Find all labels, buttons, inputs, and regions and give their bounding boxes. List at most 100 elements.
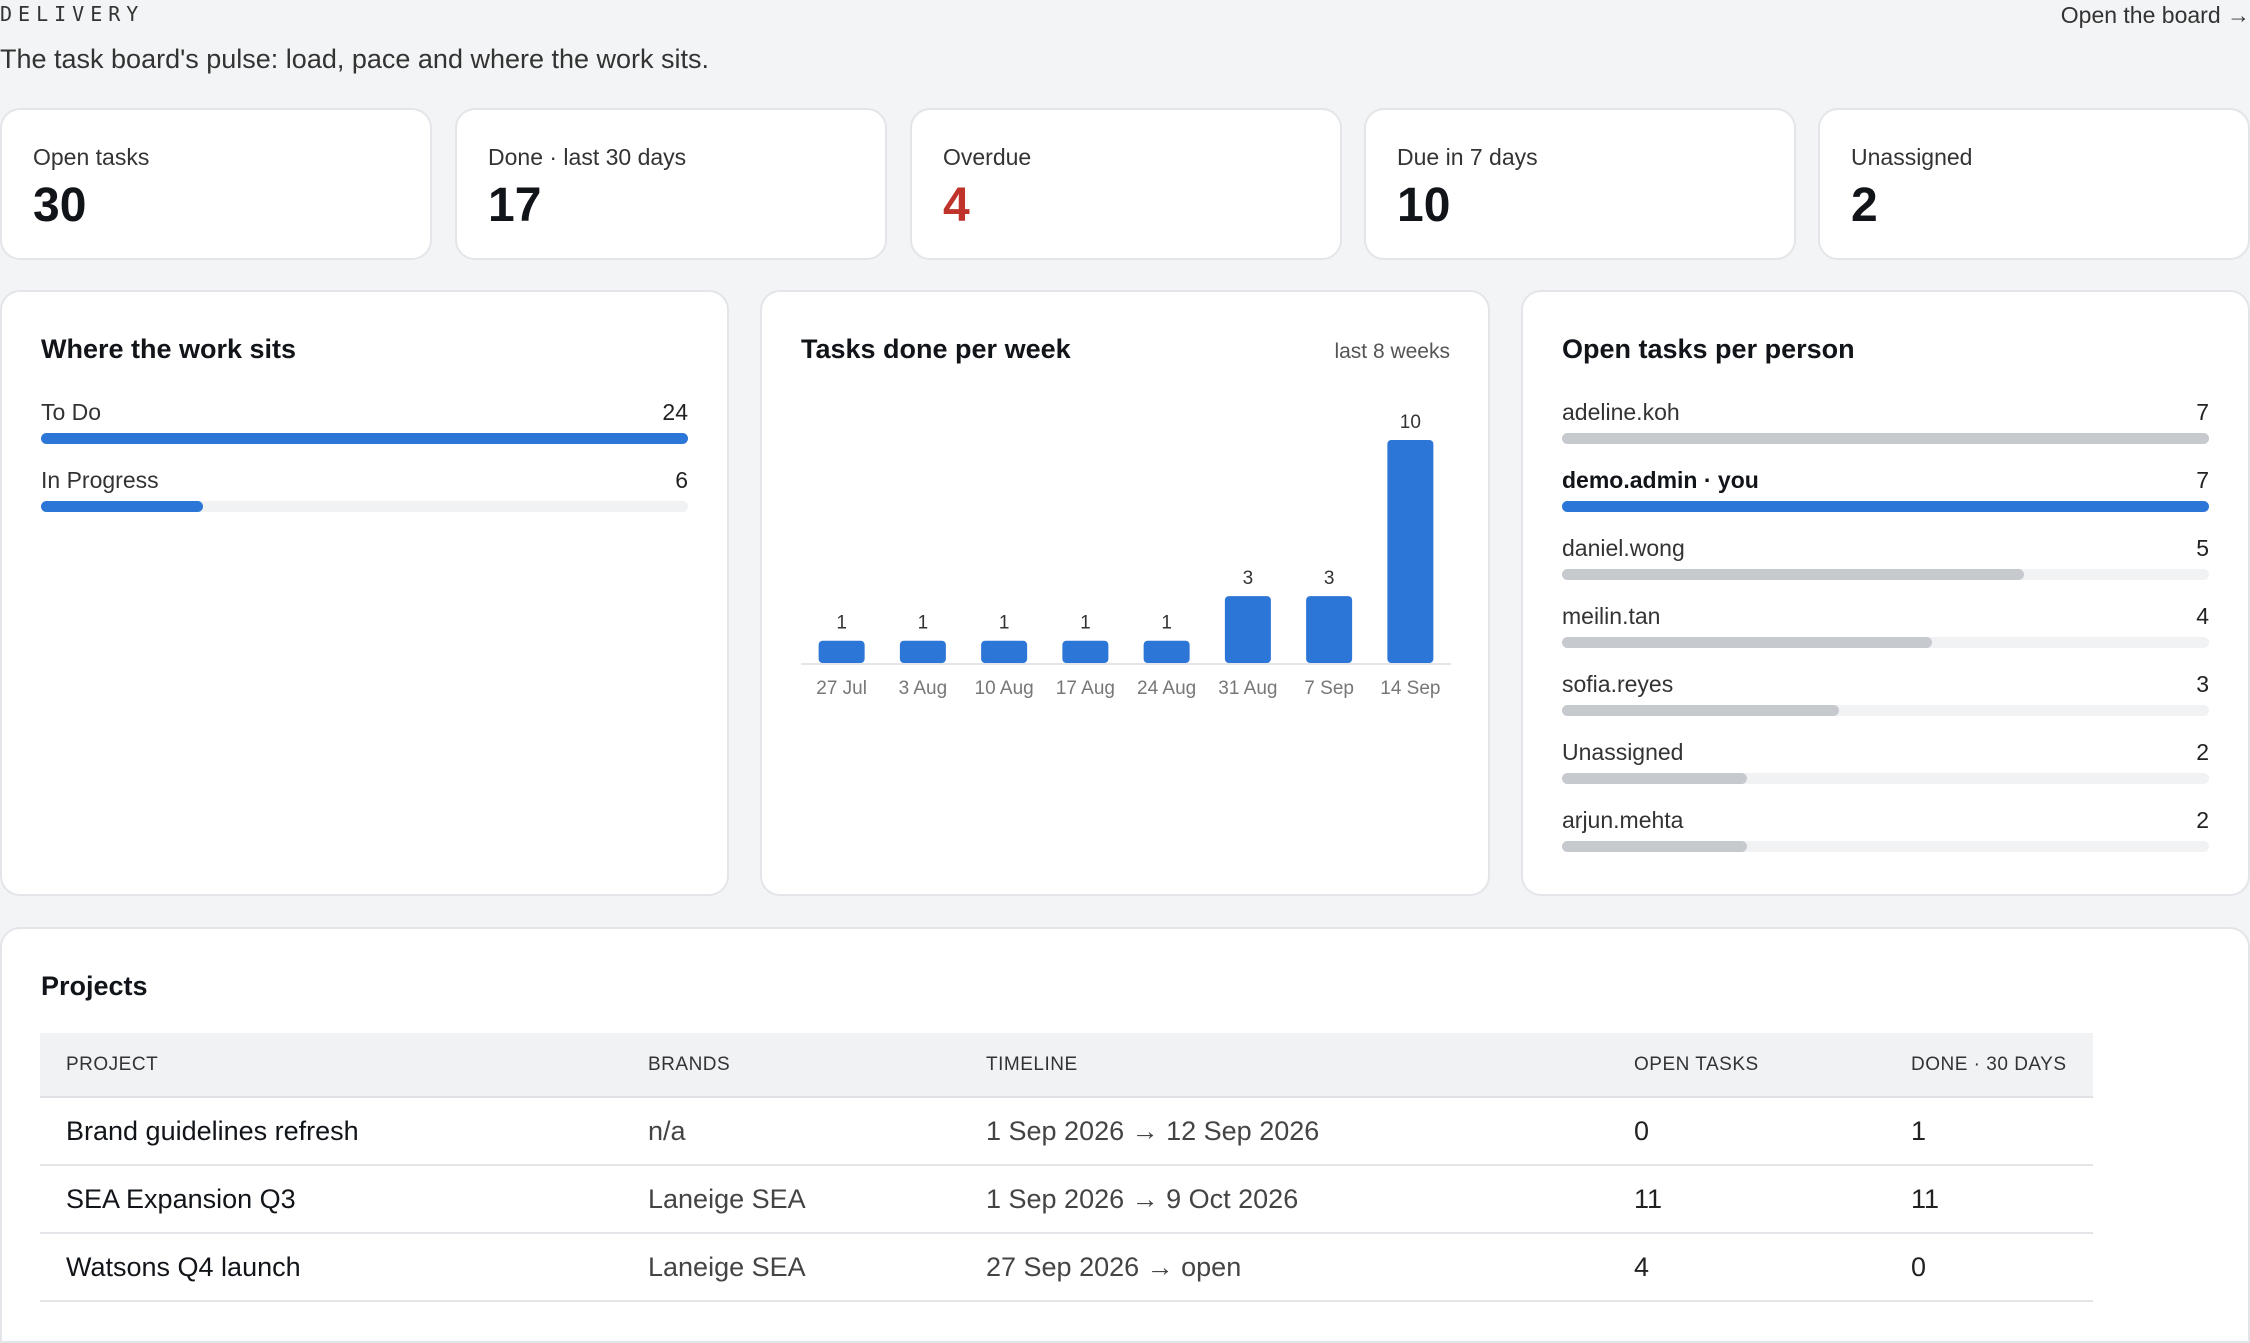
- bar-row-value: 3: [2196, 671, 2209, 697]
- stat-value: 10: [1397, 179, 1451, 232]
- bar-row-value: 7: [2196, 399, 2209, 425]
- project-brands: Laneige SEA: [622, 1165, 960, 1234]
- column-header-done-30-days[interactable]: DONE · 30 DAYS: [1885, 1033, 2093, 1098]
- table-header-row: PROJECT BRANDS TIMELINE OPEN TASKS DONE …: [40, 1033, 2093, 1098]
- chart-value-label: 1: [999, 613, 1010, 634]
- bar-row: demo.admin · you 7: [1562, 467, 2209, 527]
- bar-track: [1562, 433, 2209, 444]
- bar-row: meilin.tan 4: [1562, 603, 2209, 663]
- chart-bar[interactable]: [1387, 440, 1434, 663]
- bar-track: [1562, 841, 2209, 852]
- chart-value-label: 3: [1243, 568, 1254, 589]
- chart-value-label: 1: [1080, 613, 1091, 634]
- bar-row-value: 2: [2196, 739, 2209, 765]
- stat-value: 17: [488, 179, 542, 232]
- bar-row: sofia.reyes 3: [1562, 671, 2209, 731]
- project-done-30-days: 11: [1885, 1165, 2093, 1234]
- bar-row: daniel.wong 5: [1562, 535, 2209, 595]
- stat-value: 4: [943, 179, 970, 232]
- chart-value-label: 10: [1400, 412, 1421, 433]
- bar-row-label: meilin.tan: [1562, 603, 1661, 629]
- bar-row-label: In Progress: [41, 467, 159, 493]
- column-header-open-tasks[interactable]: OPEN TASKS: [1608, 1033, 1885, 1098]
- project-brands: n/a: [622, 1097, 960, 1166]
- stat-card-due-7-days: Due in 7 days 10: [1364, 108, 1796, 260]
- project-open-tasks: 0: [1608, 1097, 1885, 1166]
- project-done-30-days: 1: [1885, 1097, 2093, 1166]
- bar-track: [41, 501, 688, 512]
- chart-category-label: 3 Aug: [899, 678, 948, 699]
- period-note: last 8 weeks: [1334, 340, 1450, 363]
- panel-title: Tasks done per week: [801, 334, 1071, 364]
- bar-track: [1562, 705, 2209, 716]
- chart-bar[interactable]: [899, 640, 946, 663]
- column-header-brands[interactable]: BRANDS: [622, 1033, 960, 1098]
- table-row[interactable]: Watsons Q4 launch Laneige SEA 27 Sep 202…: [40, 1233, 2093, 1302]
- table-row[interactable]: Brand guidelines refresh n/a 1 Sep 2026 …: [40, 1097, 2093, 1166]
- bar-track: [41, 433, 688, 444]
- bar-row-label: sofia.reyes: [1562, 671, 1674, 697]
- project-timeline: 27 Sep 2026 → open: [960, 1233, 1608, 1302]
- stat-label: Unassigned: [1851, 144, 1973, 170]
- bar-track: [1562, 501, 2209, 512]
- chart-value-label: 1: [918, 613, 929, 634]
- tasks-done-bar-chart: 1 27 Jul 1 3 Aug 1 10 Aug 1 17 Aug 1 24 Aug 3 31 Au…: [801, 412, 1451, 699]
- open-board-link[interactable]: Open the board →: [2060, 2, 2250, 28]
- chart-category-label: 31 Aug: [1218, 678, 1277, 699]
- project-name[interactable]: Watsons Q4 launch: [40, 1233, 622, 1302]
- bar-row: arjun.mehta 2: [1562, 807, 2209, 867]
- stat-label: Overdue: [943, 144, 1032, 170]
- column-header-timeline[interactable]: TIMELINE: [960, 1033, 1608, 1098]
- chart-category-label: 7 Sep: [1304, 678, 1354, 699]
- table-row[interactable]: SEA Expansion Q3 Laneige SEA 1 Sep 2026 …: [40, 1165, 2093, 1234]
- chart-bar[interactable]: [1306, 596, 1353, 663]
- column-header-project[interactable]: PROJECT: [40, 1033, 622, 1098]
- chart-category-label: 14 Sep: [1380, 678, 1440, 699]
- bar-fill: [1562, 569, 2025, 580]
- bar-track: [1562, 637, 2209, 648]
- bar-row: adeline.koh 7: [1562, 399, 2209, 459]
- stat-card-unassigned: Unassigned 2: [1818, 108, 2250, 260]
- bar-row-label: demo.admin · you: [1562, 467, 1759, 493]
- bar-row-label: arjun.mehta: [1562, 807, 1684, 833]
- stat-card-done-30-days: Done · last 30 days 17: [455, 108, 887, 260]
- project-brands: Laneige SEA: [622, 1233, 960, 1302]
- bar-fill: [1562, 501, 2209, 512]
- bar-row-value: 2: [2196, 807, 2209, 833]
- bar-row-value: 4: [2196, 603, 2209, 629]
- bar-fill: [1562, 433, 2209, 444]
- projects-title: Projects: [41, 971, 148, 1001]
- bar-fill: [41, 501, 203, 512]
- project-name[interactable]: Brand guidelines refresh: [40, 1097, 622, 1166]
- chart-value-label: 1: [1161, 613, 1172, 634]
- chart-bar[interactable]: [1062, 640, 1109, 663]
- stat-card-overdue: Overdue 4: [910, 108, 1342, 260]
- bar-fill: [1562, 773, 1747, 784]
- bar-fill: [1562, 705, 1840, 716]
- projects-panel: Projects PROJECT BRANDS TIMELINE OPEN TA…: [0, 927, 2250, 1343]
- bar-row-value: 5: [2196, 535, 2209, 561]
- bar-fill: [1562, 637, 1932, 648]
- chart-bar[interactable]: [1224, 596, 1271, 663]
- chart-category-label: 24 Aug: [1137, 678, 1196, 699]
- chart-bar[interactable]: [818, 640, 865, 663]
- chart-category-label: 27 Jul: [816, 678, 867, 699]
- stat-label: Due in 7 days: [1397, 144, 1538, 170]
- bar-row-value: 6: [675, 467, 688, 493]
- stat-card-open-tasks: Open tasks 30: [0, 108, 432, 260]
- page-subtitle: The task board's pulse: load, pace and w…: [0, 44, 710, 74]
- stat-value: 2: [1851, 179, 1878, 232]
- project-timeline: 1 Sep 2026 → 9 Oct 2026: [960, 1165, 1608, 1234]
- chart-bar[interactable]: [1143, 640, 1190, 663]
- done-per-week-panel: Tasks done per week last 8 weeks 1 27 Jul…: [760, 290, 1490, 896]
- panel-title: Open tasks per person: [1562, 334, 1855, 364]
- project-open-tasks: 11: [1608, 1165, 1885, 1234]
- project-timeline: 1 Sep 2026 → 12 Sep 2026: [960, 1097, 1608, 1166]
- stat-label: Open tasks: [33, 144, 150, 170]
- chart-bar[interactable]: [981, 640, 1028, 663]
- project-name[interactable]: SEA Expansion Q3: [40, 1165, 622, 1234]
- bar-row: In Progress 6: [41, 467, 688, 527]
- work-sits-panel: Where the work sits To Do 24 In Progress 6: [0, 290, 729, 896]
- project-done-30-days: 0: [1885, 1233, 2093, 1302]
- bar-fill: [1562, 841, 1747, 852]
